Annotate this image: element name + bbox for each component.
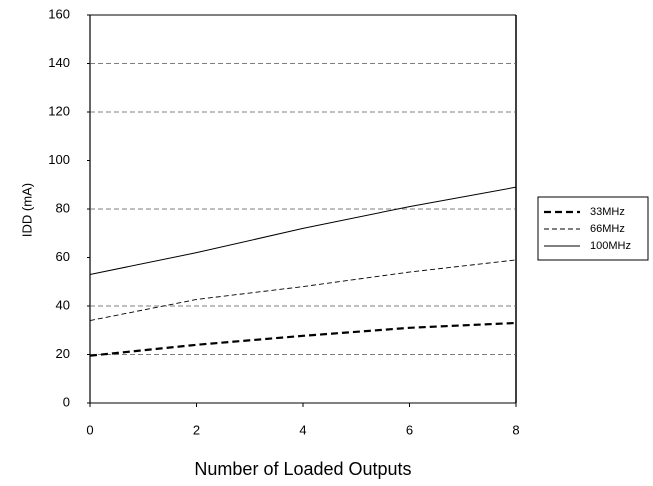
- legend-label: 66MHz: [590, 223, 625, 235]
- y-tick-label: 120: [48, 103, 70, 118]
- x-tick-label: 0: [86, 422, 93, 437]
- x-tick-label: 2: [193, 422, 200, 437]
- series-line: [89, 321, 517, 357]
- y-axis-label: IDD (mA): [19, 183, 34, 237]
- legend-label: 33MHz: [590, 206, 625, 218]
- x-tick-label: 8: [512, 422, 519, 437]
- y-tick-label: 140: [48, 55, 70, 70]
- x-tick-label: 6: [406, 422, 413, 437]
- legend-box: [537, 196, 649, 261]
- y-tick-label: 100: [48, 152, 70, 167]
- y-tick-label: 160: [48, 6, 70, 21]
- series-line: [89, 259, 517, 321]
- y-tick-label: 60: [56, 249, 70, 264]
- y-tick-label: 40: [56, 297, 70, 312]
- series-line: [89, 186, 517, 275]
- y-tick-label: 20: [56, 346, 70, 361]
- x-axis-label: Number of Loaded Outputs: [194, 459, 411, 479]
- legend-label: 100MHz: [590, 240, 631, 252]
- x-tick-label: 4: [299, 422, 306, 437]
- y-tick-label: 80: [56, 200, 70, 215]
- y-tick-label: 0: [63, 394, 70, 409]
